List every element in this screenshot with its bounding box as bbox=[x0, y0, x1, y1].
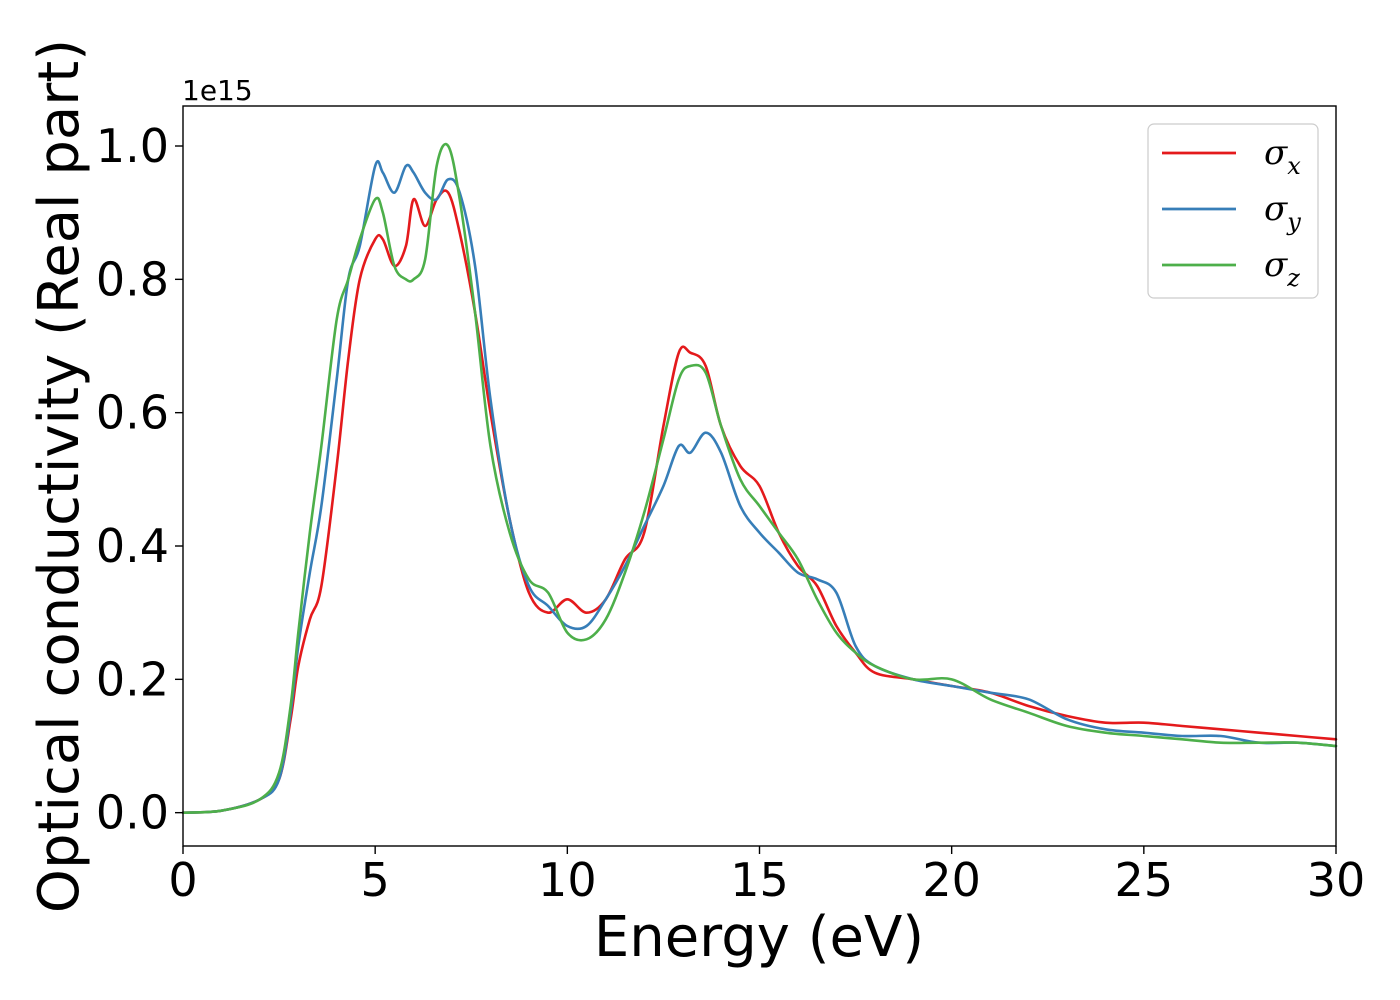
x-tick-label: 0 bbox=[168, 853, 197, 907]
x-tick-label: 15 bbox=[730, 853, 789, 907]
x-tick-label: 30 bbox=[1307, 853, 1366, 907]
legend-symbol: σ bbox=[1264, 133, 1288, 173]
x-tick-label: 25 bbox=[1115, 853, 1174, 907]
legend-symbol: σ bbox=[1264, 245, 1288, 285]
legend-symbol: σ bbox=[1264, 189, 1288, 229]
y-offset-text: 1e15 bbox=[182, 74, 253, 107]
x-axis-ticks: 0 5 10 15 20 25 30 bbox=[168, 846, 1365, 907]
x-tick-label: 10 bbox=[538, 853, 597, 907]
y-tick-label: 0.4 bbox=[96, 519, 169, 573]
y-axis-ticks: 0.0 0.2 0.4 0.6 0.8 1.0 bbox=[96, 119, 183, 840]
x-tick-label: 5 bbox=[361, 853, 390, 907]
series-layer bbox=[181, 142, 1338, 814]
legend-label-sigma-z: σz bbox=[1264, 245, 1300, 292]
y-tick-label: 0.6 bbox=[96, 386, 169, 440]
y-tick-label: 0.2 bbox=[96, 652, 169, 706]
legend-subscript: z bbox=[1286, 264, 1300, 292]
x-tick-label: 20 bbox=[922, 853, 981, 907]
series-line-sigma-y bbox=[181, 159, 1338, 814]
x-axis-label: Energy (eV) bbox=[594, 905, 924, 970]
y-tick-label: 1.0 bbox=[96, 119, 169, 173]
legend-subscript: x bbox=[1287, 152, 1301, 180]
legend-label-sigma-x: σx bbox=[1264, 133, 1301, 180]
y-tick-label: 0.0 bbox=[96, 786, 169, 840]
legend-subscript: y bbox=[1286, 208, 1301, 236]
y-tick-label: 0.8 bbox=[96, 252, 169, 306]
legend-label-sigma-y: σy bbox=[1264, 189, 1301, 236]
series-line-sigma-z bbox=[181, 142, 1338, 814]
y-axis-label: Optical conductivity (Real part) bbox=[27, 39, 92, 913]
legend-box bbox=[1147, 123, 1319, 299]
